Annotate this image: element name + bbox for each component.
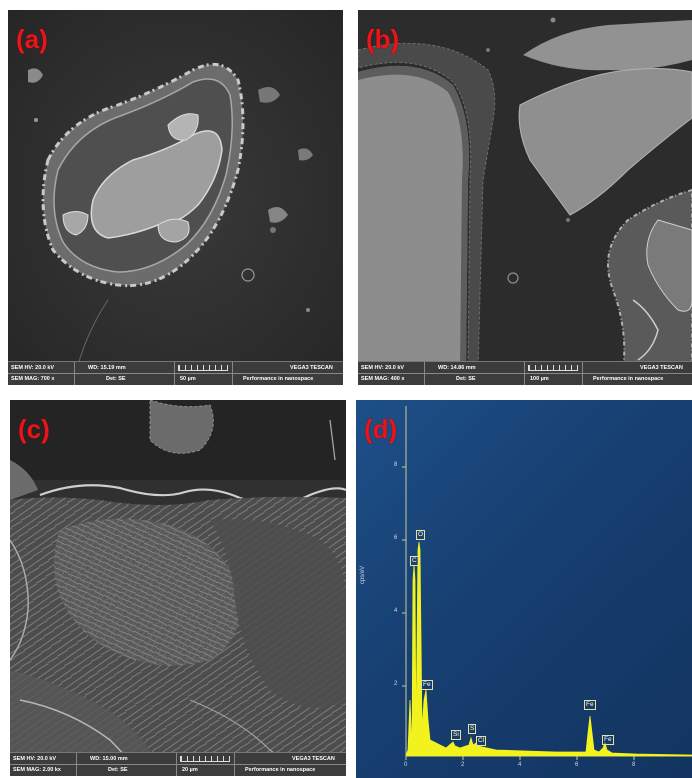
x-tick: 2	[461, 762, 465, 768]
scale-bar	[178, 365, 228, 371]
sem-mag: SEM MAG: 400 x	[361, 376, 405, 382]
peak-label-fe: Fe	[421, 680, 433, 690]
panel-label-d: (d)	[364, 414, 398, 444]
scale-label: 50 µm	[180, 376, 196, 382]
peak-label-c: C	[410, 556, 419, 566]
sem-panel-a: (a) SEM HV: 20.0 kV SEM MAG: 700 x WD: 1…	[8, 10, 343, 385]
y-axis-label: cps/eV	[360, 565, 367, 585]
sem-mag: SEM MAG: 700 x	[11, 376, 55, 382]
panel-label-c: (c)	[18, 414, 50, 444]
scale-label: 20 µm	[182, 767, 198, 773]
eds-spectrum-plot	[402, 406, 692, 760]
sem-image-b	[358, 10, 692, 385]
sem-wd: WD: 14.86 mm	[438, 365, 476, 371]
peak-label-fe: Fe	[584, 700, 596, 710]
y-tick: 6	[394, 535, 398, 541]
y-tick: 4	[394, 608, 398, 614]
sem-wd: WD: 15.00 mm	[90, 756, 128, 762]
y-tick: 2	[394, 681, 398, 687]
x-tick: 8	[632, 762, 636, 768]
sem-info-bar-a: SEM HV: 20.0 kV SEM MAG: 700 x WD: 15.19…	[8, 361, 343, 385]
scale-bar	[528, 365, 578, 371]
sem-hv: SEM HV: 20.0 kV	[13, 756, 57, 762]
sem-mag: SEM MAG: 2.00 kx	[13, 767, 61, 773]
peak-label-si: Si	[451, 730, 461, 740]
sem-hv: SEM HV: 20.0 kV	[361, 365, 405, 371]
sem-panel-c: (c) SEM HV: 20.0 kV SEM MAG: 2.00 kx WD:…	[10, 400, 346, 776]
sem-info-bar-b: SEM HV: 20.0 kV SEM MAG: 400 x WD: 14.86…	[358, 361, 692, 385]
brand-label: VEGA3 TESCAN	[640, 365, 683, 371]
scale-label: 100 µm	[530, 376, 549, 382]
sem-panel-b: (b) SEM HV: 20.0 kV SEM MAG: 400 x WD: 1…	[358, 10, 692, 385]
eds-spectrum-panel: (d) 8 6 4 2 cps/eV 0 2 4 6 8 C O Fe Si S…	[356, 400, 692, 778]
brand-tagline: Performance in nanospace	[245, 767, 316, 773]
sem-det: Det: SE	[106, 376, 126, 382]
brand-label: VEGA3 TESCAN	[290, 365, 333, 371]
sem-hv: SEM HV: 20.0 kV	[11, 365, 55, 371]
x-tick: 4	[518, 762, 522, 768]
sem-image-c	[10, 400, 346, 776]
sem-image-a	[8, 10, 343, 385]
sem-wd: WD: 15.19 mm	[88, 365, 126, 371]
sem-info-bar-c: SEM HV: 20.0 kV SEM MAG: 2.00 kx WD: 15.…	[10, 752, 346, 776]
sem-det: Det: SE	[456, 376, 476, 382]
y-tick: 8	[394, 462, 398, 468]
panel-label-b: (b)	[366, 24, 400, 54]
peak-label-o: O	[416, 530, 426, 540]
brand-tagline: Performance in nanospace	[593, 376, 664, 382]
sem-det: Det: SE	[108, 767, 128, 773]
x-tick: 0	[404, 762, 408, 768]
peak-label-fe: Fe	[602, 735, 614, 745]
scale-bar	[180, 756, 230, 762]
panel-label-a: (a)	[16, 24, 48, 54]
peak-label-cl: Cl	[476, 736, 487, 746]
brand-tagline: Performance in nanospace	[243, 376, 314, 382]
peak-label-s: S	[468, 724, 477, 734]
brand-label: VEGA3 TESCAN	[292, 756, 335, 762]
x-tick: 6	[575, 762, 579, 768]
